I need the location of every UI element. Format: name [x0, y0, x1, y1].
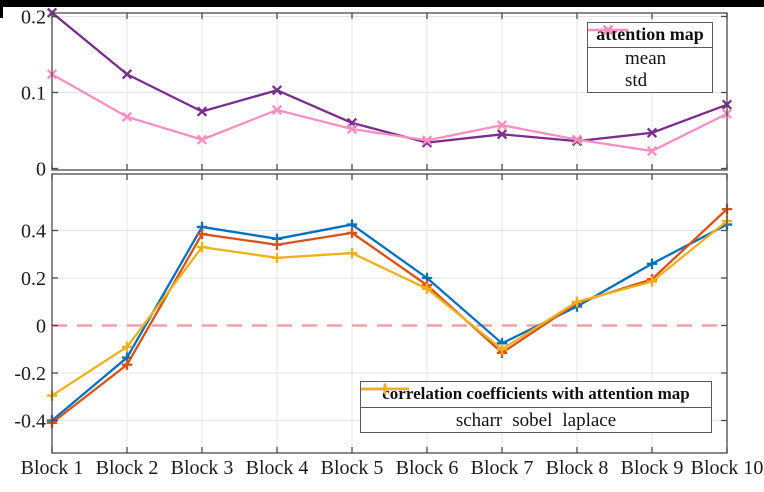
legend-entry-label: laplace	[562, 410, 617, 431]
window-corner-sliver	[0, 0, 3, 18]
top-ytick-labels: 0 0.1 0.2	[21, 7, 46, 181]
y-tick-label: 0	[36, 159, 46, 181]
x-tick-label: Block 1	[21, 457, 84, 479]
y-tick-label: 0.4	[21, 221, 46, 243]
legend-entry-sobel: sobel	[361, 383, 553, 432]
top-ticks	[51, 13, 728, 170]
y-tick-label: 0.2	[21, 7, 46, 29]
y-tick-label: -0.2	[14, 363, 46, 385]
y-tick-label: 0.1	[21, 83, 46, 105]
legend-sample-std	[588, 24, 628, 36]
legend-attention-map: attention map mean std	[587, 22, 713, 93]
x-tick-label: Block 8	[546, 457, 609, 479]
series-std	[46, 69, 733, 157]
legend-entry-label: scharr	[455, 410, 503, 431]
legend-entry-label: sobel	[512, 410, 553, 431]
legend-title-correlation: correlation coefficients with attention …	[361, 382, 711, 408]
legend-entry-std: std	[588, 24, 712, 92]
x-tick-label: Block 5	[321, 457, 384, 479]
top-plot: 0 0.1 0.2	[21, 7, 733, 181]
x-tick-label: Block 3	[171, 457, 234, 479]
bottom-plot: -0.4 -0.2 0 0.2 0.4	[14, 173, 733, 454]
y-tick-label: 0.2	[21, 268, 46, 290]
bottom-ytick-labels: -0.4 -0.2 0 0.2 0.4	[14, 221, 46, 433]
y-tick-label: -0.4	[14, 411, 46, 433]
legend-entries: mean std	[588, 24, 712, 92]
bottom-axes-box	[51, 173, 728, 454]
legend-sample-laplace	[361, 383, 409, 395]
x-tick-label: Block 9	[621, 457, 684, 479]
legend-entry-label: std	[625, 70, 648, 91]
legend-entry-scharr: scharr	[361, 383, 503, 432]
y-tick-label: 0	[36, 316, 46, 338]
x-tick-label: Block 2	[96, 457, 159, 479]
x-tick-label: Block 10	[691, 457, 764, 479]
legend-entry-laplace: laplace	[361, 383, 617, 432]
window-top-bar	[0, 0, 764, 7]
legend-entries: scharr sobel laplace	[361, 383, 711, 434]
x-tick-labels: Block 1 Block 2 Block 3 Block 4 Block 5 Block…	[21, 457, 764, 479]
legend-entry-mean: mean	[588, 24, 712, 70]
legend-correlation-coefficients: correlation coefficients with attention …	[360, 381, 712, 433]
x-tick-label: Block 6	[396, 457, 459, 479]
x-tick-label: Block 4	[246, 457, 309, 479]
top-axes-box	[51, 12, 728, 171]
x-tick-label: Block 7	[471, 457, 534, 479]
bottom-ticks	[51, 174, 728, 453]
legend-entry-label: mean	[625, 48, 667, 69]
